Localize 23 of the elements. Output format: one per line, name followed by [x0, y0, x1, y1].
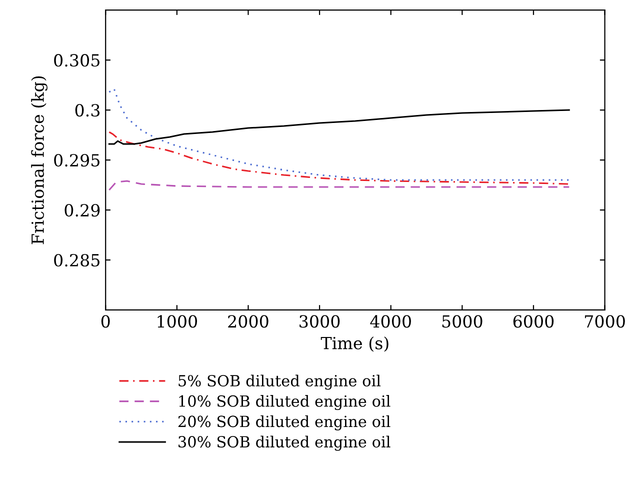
x-axis-title: Time (s)	[320, 336, 388, 352]
legend-label: 10% SOB diluted engine oil	[179, 395, 390, 410]
y-tick-label: 0.305	[54, 54, 100, 67]
legend-label: 20% SOB diluted engine oil	[178, 415, 390, 430]
x-tick-label: 5000	[442, 315, 482, 328]
x-tick-label: 1000	[158, 315, 198, 328]
y-tick-label: 0.295	[54, 154, 100, 167]
y-axis-title: Frictional force (kg)	[31, 76, 48, 244]
x-tick-label: 3000	[300, 315, 340, 328]
legend-label: 5% SOB diluted engine oil	[178, 374, 381, 390]
y-tick-label: 0.3	[75, 104, 100, 117]
y-tick-label: 0.285	[54, 254, 100, 267]
x-tick-label: 4000	[370, 315, 411, 328]
x-tick-label: 7000	[584, 315, 625, 328]
line-series	[108, 180, 570, 191]
x-tick-label: 6000	[513, 315, 554, 328]
y-tick-label: 0.29	[64, 204, 100, 217]
legend-label: 30% SOB diluted engine oil	[178, 436, 390, 451]
line-series	[108, 131, 570, 185]
line-series	[108, 109, 570, 145]
x-tick-label: 0	[101, 315, 110, 328]
line-series	[108, 88, 570, 181]
x-tick-label: 2000	[228, 315, 268, 328]
